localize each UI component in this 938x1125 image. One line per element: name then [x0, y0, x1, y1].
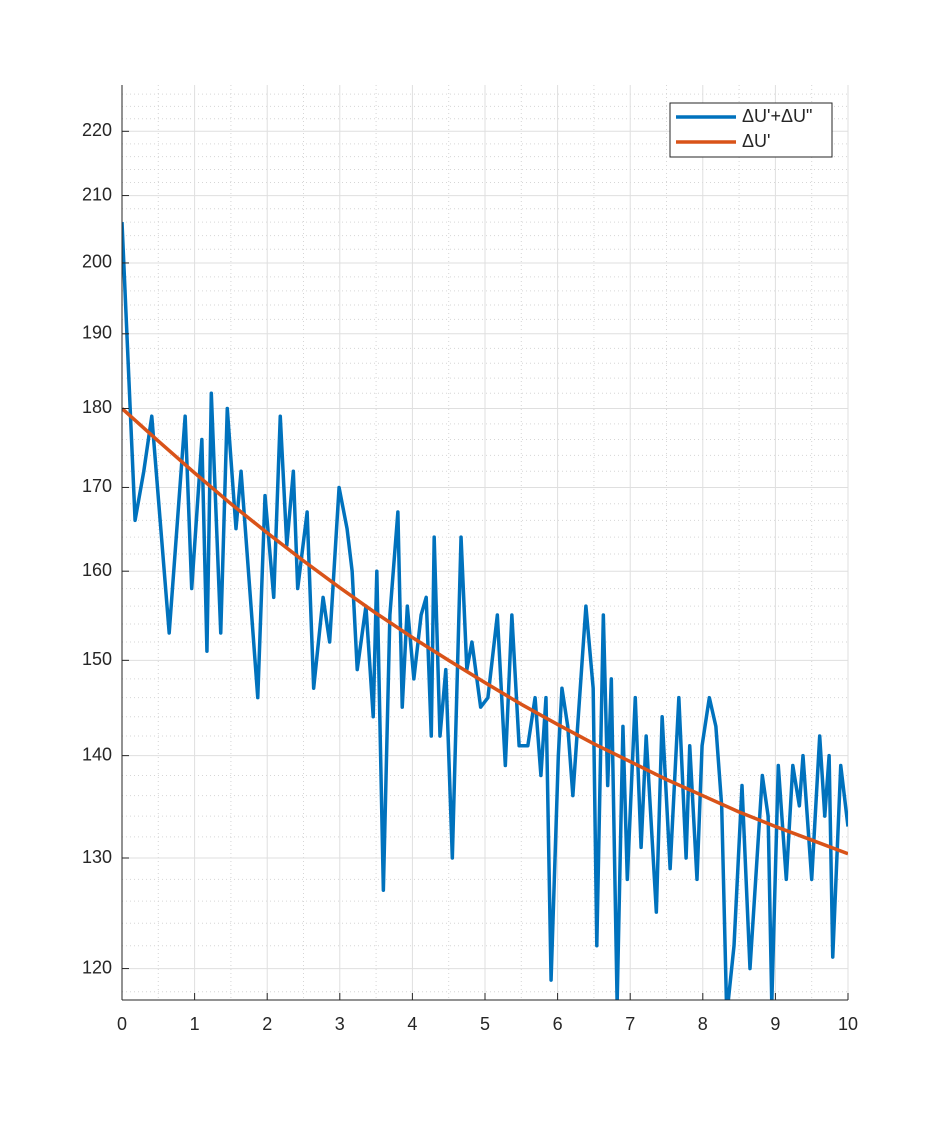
series-line	[122, 407, 848, 856]
y-tick-label: 200	[82, 252, 112, 272]
y-tick-label: 210	[82, 184, 112, 204]
y-tick-label: 140	[82, 744, 112, 764]
x-tick-label: 6	[553, 1014, 563, 1034]
x-tick-label: 9	[770, 1014, 780, 1034]
legend-box	[669, 102, 833, 158]
axes: 0 1 2 3 4 5 6 7 8 9 10 120 130 140 150 160 170 180 190 200 2…	[82, 85, 858, 1034]
x-tick-label: 8	[698, 1014, 708, 1034]
x-tick-label: 1	[190, 1014, 200, 1034]
y-tick-label: 180	[82, 397, 112, 417]
y-tick-label: 190	[82, 323, 112, 343]
plot-lines	[122, 222, 848, 1000]
y-tick-label: 160	[82, 560, 112, 580]
legend-label: ΔU'	[742, 131, 770, 151]
x-tick-label: 0	[117, 1014, 127, 1034]
legend-label: ΔU'+ΔU"	[742, 106, 812, 126]
x-tick-label: 7	[625, 1014, 635, 1034]
y-tick-label: 170	[82, 476, 112, 496]
x-tick-label: 3	[335, 1014, 345, 1034]
x-tick-label: 2	[262, 1014, 272, 1034]
x-tick-label: 4	[407, 1014, 417, 1034]
series-line	[122, 222, 848, 1000]
y-tick-label: 220	[82, 120, 112, 140]
y-tick-label: 150	[82, 649, 112, 669]
y-tick-label: 130	[82, 847, 112, 867]
x-tick-label: 10	[838, 1014, 858, 1034]
x-tick-label: 5	[480, 1014, 490, 1034]
grid	[121, 85, 849, 1000]
legend: ΔU'+ΔU" ΔU'	[669, 102, 833, 158]
y-tick-label: 120	[82, 957, 112, 977]
